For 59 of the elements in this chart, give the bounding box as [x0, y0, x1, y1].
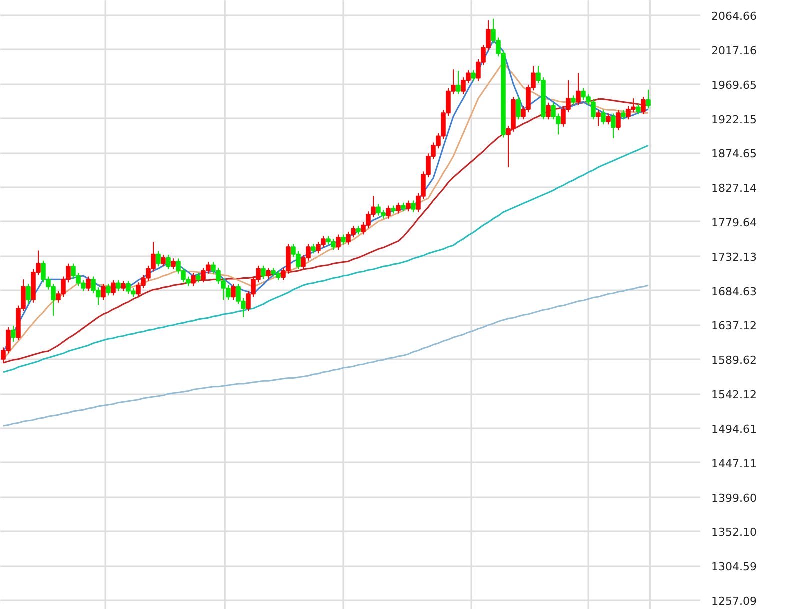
y-tick-label: 1447.11: [712, 457, 757, 470]
y-tick-label: 1779.64: [712, 216, 757, 230]
line-series: [2, 284, 650, 427]
y-tick-label: 1304.59: [712, 560, 757, 574]
y-tick-label: 1732.13: [712, 250, 757, 264]
candlestick: [576, 72, 581, 106]
candlestick: [86, 276, 91, 292]
candlestick: [156, 250, 161, 268]
candlestick: [601, 110, 606, 126]
y-tick-label: 1922.15: [712, 113, 757, 126]
y-tick-label: 2064.66: [712, 10, 757, 24]
candlestick: [231, 284, 236, 300]
candlestick: [411, 200, 416, 213]
candlestick: [266, 268, 271, 280]
candlestick: [166, 254, 171, 270]
y-tick-label: 1589.62: [712, 354, 757, 368]
candlestick: [636, 104, 641, 116]
y-tick-label: 1874.65: [712, 148, 757, 161]
candlestick: [516, 96, 521, 120]
candlestick: [596, 110, 601, 127]
candlestick: [116, 280, 121, 292]
y-tick-label: 1542.12: [712, 388, 757, 402]
candlestick: [106, 284, 111, 296]
candlestick: [311, 244, 316, 254]
candlestick: [641, 96, 646, 116]
y-tick-label: 1257.09: [712, 595, 757, 608]
candlestick: [616, 110, 621, 131]
candlestick: [546, 102, 551, 120]
y-tick-label: 1827.14: [712, 182, 757, 196]
candlestick: [406, 200, 411, 212]
candlestick: [121, 280, 126, 292]
y-tick-label: 1969.65: [712, 78, 757, 92]
candlestick: [101, 284, 106, 300]
candlestick: [571, 95, 576, 106]
candlestick: [386, 205, 391, 220]
candlestick: [171, 258, 176, 270]
candlestick: [456, 70, 461, 95]
line-series: [2, 144, 650, 374]
candlestick: [396, 202, 401, 214]
candlestick: [26, 284, 31, 305]
candlestick: [621, 110, 626, 120]
y-tick-label: 1352.10: [712, 526, 757, 540]
candlestick: [606, 113, 611, 126]
y-tick-label: 1637.12: [712, 320, 757, 333]
y-tick-label: 1399.60: [712, 492, 757, 505]
candlestick: [161, 254, 166, 268]
candlestick: [336, 234, 341, 250]
candlestick: [611, 113, 616, 139]
candlestick: [111, 280, 116, 296]
candlestick: [471, 70, 476, 82]
y-tick-label: 2017.16: [712, 44, 757, 58]
candlestick: [196, 272, 201, 284]
candlestick: [341, 234, 346, 246]
candlestick: [646, 89, 651, 110]
y-tick-label: 1494.61: [712, 422, 757, 436]
candlestick: [191, 272, 196, 287]
candlestick: [261, 265, 266, 280]
y-tick-label: 1684.63: [712, 285, 757, 298]
candlestick: [11, 326, 16, 342]
